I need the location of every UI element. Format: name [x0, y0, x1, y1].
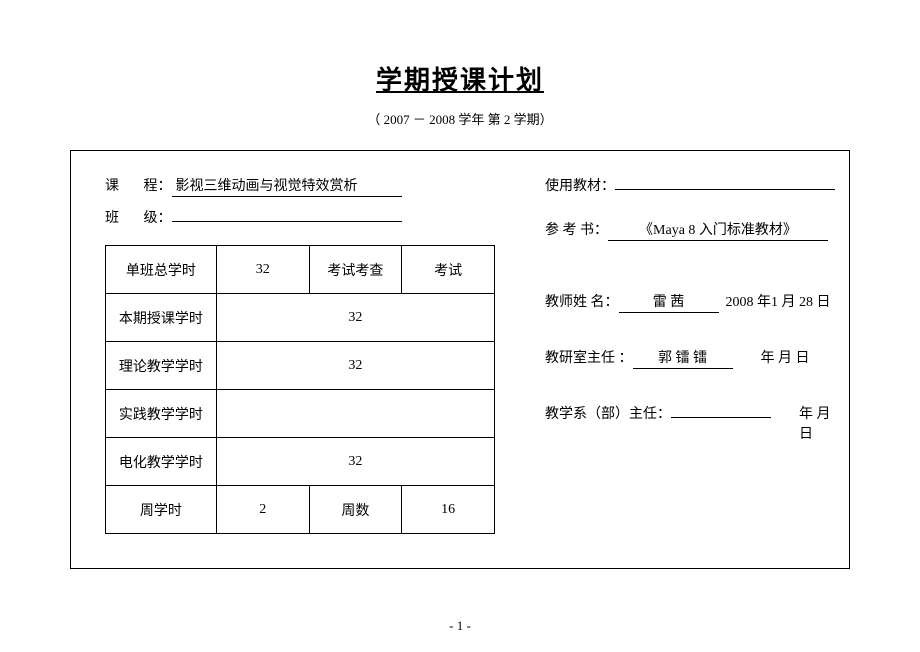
cell-r4c1: 实践教学学时: [106, 390, 217, 438]
page-container: 学期授课计划 （ 2007 － 2008 学年 第 2 学期） 课 程： 影视三…: [0, 0, 920, 589]
cell-r5c1: 电化教学学时: [106, 438, 217, 486]
table-row: 本期授课学时 32: [106, 294, 495, 342]
director-value: 郭 镭 镭: [633, 347, 733, 369]
teacher-date: [719, 295, 726, 311]
cell-r2c1: 本期授课学时: [106, 294, 217, 342]
dean-date-spacer: [771, 407, 799, 423]
main-box: 课 程： 影视三维动画与视觉特效赏析 班 级： 单班总学时 32 考试考查 考试…: [70, 150, 850, 569]
page-subtitle: （ 2007 － 2008 学年 第 2 学期）: [70, 109, 850, 128]
cell-r6c1: 周学时: [106, 486, 217, 534]
cell-r2c2: 32: [216, 294, 494, 342]
textbook-value: [615, 188, 835, 190]
table-row: 电化教学学时 32: [106, 438, 495, 486]
course-value: 影视三维动画与视觉特效赏析: [172, 175, 402, 197]
page-title: 学期授课计划: [70, 60, 850, 97]
class-row: 班 级：: [105, 207, 495, 227]
teacher-date-value: 2008 年1 月 28 日: [726, 291, 831, 311]
textbook-row: 使用教材：: [545, 175, 835, 195]
cell-r3c1: 理论教学学时: [106, 342, 217, 390]
class-value: [172, 220, 402, 222]
cell-r1c4: 考试: [402, 246, 495, 294]
cell-r6c4: 16: [402, 486, 495, 534]
right-column: 使用教材： 参 考 书： 《Maya 8 入门标准教材》 教师姓 名： 雷 茜 …: [545, 175, 835, 534]
course-row: 课 程： 影视三维动画与视觉特效赏析: [105, 175, 495, 197]
cell-r6c3: 周数: [309, 486, 402, 534]
cell-r3c2: 32: [216, 342, 494, 390]
plan-table: 单班总学时 32 考试考查 考试 本期授课学时 32 理论教学学时 32 实践教…: [105, 245, 495, 534]
table-row: 实践教学学时: [106, 390, 495, 438]
cell-r4c2: [216, 390, 494, 438]
textbook-label: 使用教材：: [545, 175, 615, 195]
table-row: 单班总学时 32 考试考查 考试: [106, 246, 495, 294]
director-row: 教研室主任 ： 郭 镭 镭 年 月 日: [545, 347, 835, 369]
table-row: 理论教学学时 32: [106, 342, 495, 390]
director-label: 教研室主任 ：: [545, 347, 633, 367]
class-label: 班 级：: [105, 207, 172, 227]
reference-label: 参 考 书：: [545, 219, 608, 239]
reference-row: 参 考 书： 《Maya 8 入门标准教材》: [545, 219, 835, 241]
dean-date-value: 年 月 日: [799, 403, 835, 443]
dean-label: 教学系（部）主任：: [545, 403, 671, 423]
director-date-spacer: [733, 351, 761, 367]
teacher-label: 教师姓 名：: [545, 291, 619, 311]
left-column: 课 程： 影视三维动画与视觉特效赏析 班 级： 单班总学时 32 考试考查 考试…: [105, 175, 495, 534]
cell-r6c2: 2: [216, 486, 309, 534]
dean-value: [671, 416, 771, 418]
director-date-value: 年 月 日: [761, 347, 810, 367]
cell-r1c2: 32: [216, 246, 309, 294]
cell-r5c2: 32: [216, 438, 494, 486]
reference-value: 《Maya 8 入门标准教材》: [608, 219, 828, 241]
teacher-row: 教师姓 名： 雷 茜 2008 年1 月 28 日: [545, 291, 835, 313]
dean-row: 教学系（部）主任： 年 月 日: [545, 403, 835, 443]
cell-r1c3: 考试考查: [309, 246, 402, 294]
cell-r1c1: 单班总学时: [106, 246, 217, 294]
page-number: - 1 -: [0, 618, 920, 634]
course-label: 课 程：: [105, 175, 172, 195]
table-row: 周学时 2 周数 16: [106, 486, 495, 534]
teacher-value: 雷 茜: [619, 291, 719, 313]
